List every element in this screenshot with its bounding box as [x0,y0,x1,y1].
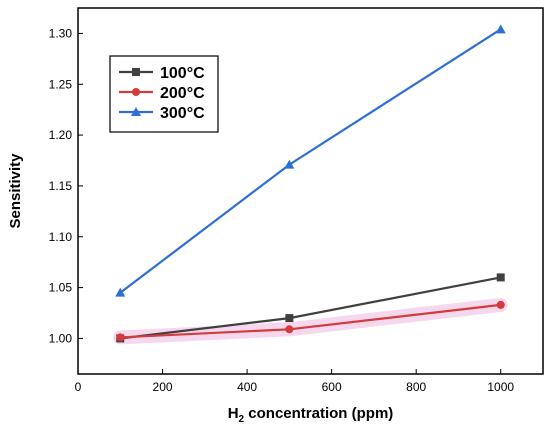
ticks-layer: 0 200 400 600 800 1000 1.00 1.05 1.10 1.15 1.20 1.2… [49,26,515,394]
legend-item: 300°C [119,105,205,122]
y-tick-label: 1.05 [49,281,73,295]
x-tick-label: 1000 [487,380,514,394]
x-axis-title-subscript: 2 [239,414,245,425]
data-point-square [132,68,140,76]
data-point-square [496,273,505,282]
x-tick-label: 400 [237,380,257,394]
data-point-circle [116,333,125,342]
data-point-circle [285,325,294,334]
data-point-circle [132,88,140,96]
y-tick-label: 1.30 [49,26,73,40]
series-layer [115,24,506,343]
x-axis-title-main: H [228,405,239,422]
x-tick-label: 200 [153,380,173,394]
y-tick-label: 1.10 [49,230,73,244]
data-point-triangle [131,107,141,116]
y-tick-label: 1.15 [49,179,73,193]
y-axis-title: Sensitivity [7,153,24,229]
legend-label: 200°C [160,85,205,102]
plot-frame [77,7,544,375]
x-tick-label: 800 [406,380,426,394]
data-point-triangle [284,159,295,169]
legend-item: 100°C [119,65,205,82]
x-axis-title-rest: concentration (ppm) [244,405,393,422]
x-axis-title: H2 concentration (ppm) [228,405,394,425]
x-tick-label: 600 [322,380,342,394]
data-point-circle [496,300,505,309]
legend-item: 200°C [119,85,205,102]
y-tick-label: 1.25 [49,77,73,91]
legend-label: 300°C [160,105,205,122]
legend: 100°C 200°C 300°C [109,55,219,133]
data-point-square [285,314,294,323]
data-point-triangle [495,24,506,34]
legend-box [109,55,219,133]
y-tick-label: 1.00 [49,331,73,345]
x-tick-label: 0 [75,380,82,394]
legend-label: 100°C [160,65,205,82]
data-point-triangle [115,287,126,297]
y-tick-label: 1.20 [49,128,73,142]
